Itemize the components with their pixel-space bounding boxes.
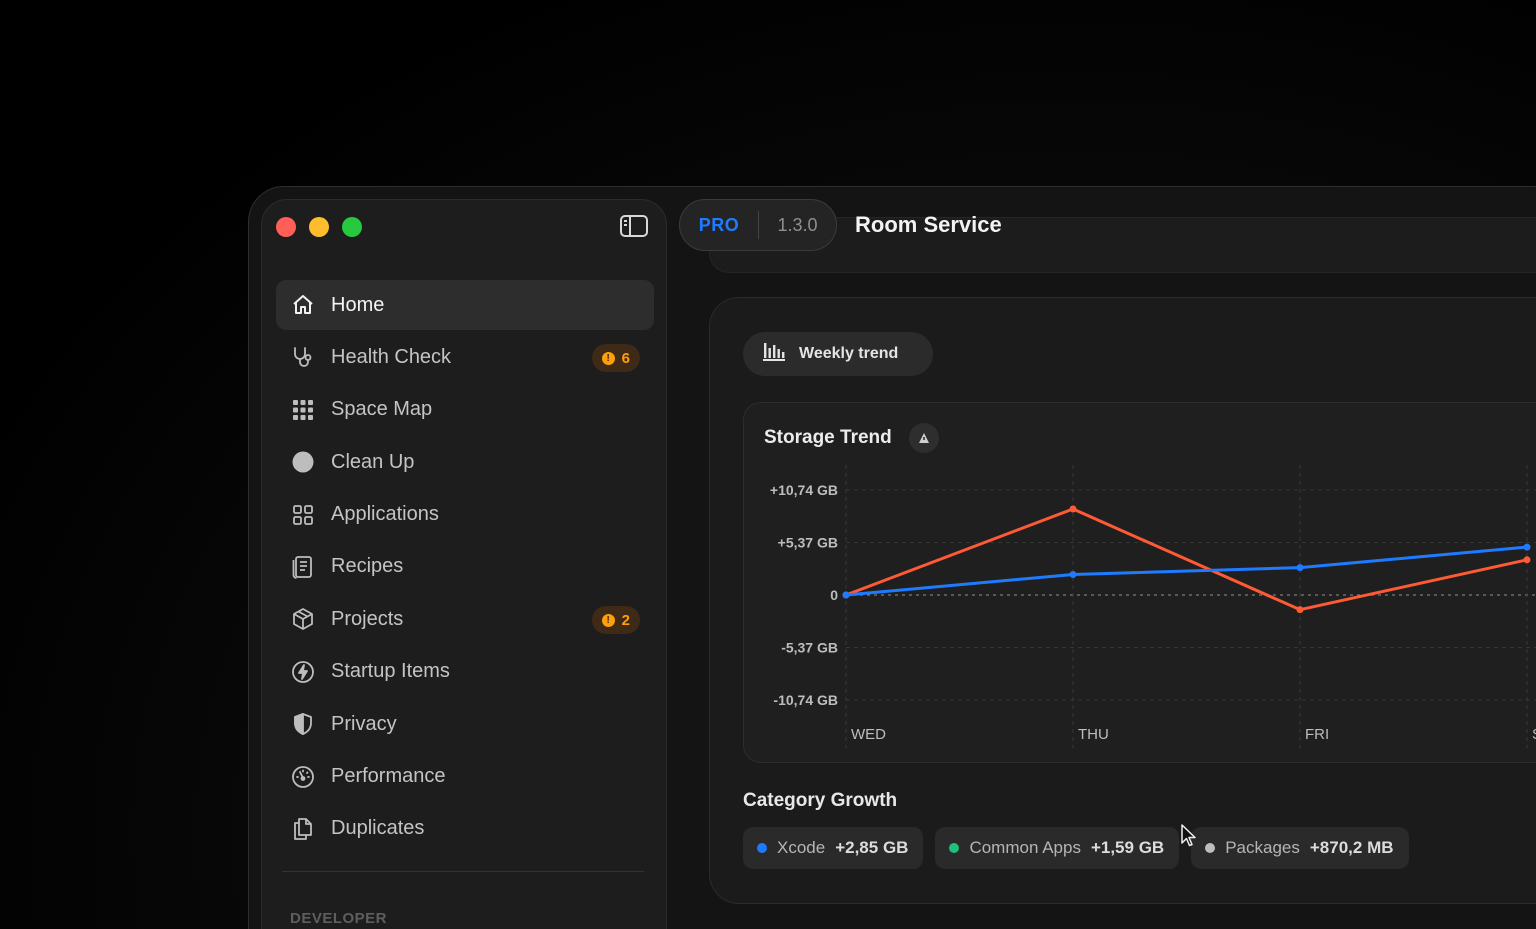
version-label: 1.3.0 bbox=[777, 214, 818, 235]
shield-icon bbox=[290, 711, 316, 737]
warning-icon: ! bbox=[601, 351, 615, 365]
x-tick-label: FRI bbox=[1305, 726, 1329, 743]
category-value: +1,59 GB bbox=[1090, 838, 1165, 857]
sidebar-item-label: Home bbox=[331, 293, 385, 316]
circle-icon bbox=[290, 449, 316, 475]
data-point bbox=[1069, 505, 1077, 513]
y-tick-label: +10,74 GB bbox=[770, 482, 838, 498]
sidebar-item-privacy[interactable]: Privacy bbox=[276, 699, 654, 749]
legend-dot bbox=[949, 843, 960, 853]
category-chips: Xcode +2,85 GB Common Apps +1,59 GB Pack… bbox=[743, 827, 1409, 869]
document-icon bbox=[290, 554, 316, 580]
sidebar-section-developer: DEVELOPER bbox=[290, 910, 388, 927]
category-chip-packages[interactable]: Packages +870,2 MB bbox=[1191, 827, 1409, 869]
x-tick-label: SAT bbox=[1532, 726, 1536, 743]
zoom-window-button[interactable] bbox=[342, 217, 362, 237]
projects-badge: ! 2 bbox=[591, 606, 640, 635]
top-card bbox=[709, 217, 1536, 273]
line-chart: +10,74 GB +5,37 GB 0 -5,37 GB -10,74 GB WED TH… bbox=[770, 465, 1536, 748]
sidebar-item-label: Duplicates bbox=[331, 817, 425, 840]
stethoscope-icon bbox=[290, 344, 316, 370]
version-pill: PRO 1.3.0 bbox=[679, 199, 837, 251]
category-name: Packages bbox=[1225, 838, 1300, 857]
sidebar-item-label: Health Check bbox=[331, 345, 452, 368]
page-title: Room Service bbox=[855, 212, 1002, 237]
series-line-1 bbox=[844, 545, 1529, 597]
sidebar-item-projects[interactable]: Projects ! 2 bbox=[276, 594, 654, 644]
category-growth-title: Category Growth bbox=[743, 790, 898, 811]
duplicate-files-icon bbox=[290, 816, 316, 842]
category-chip-xcode[interactable]: Xcode +2,85 GB bbox=[743, 827, 924, 869]
minimize-window-button[interactable] bbox=[309, 217, 329, 237]
pro-badge: PRO bbox=[698, 214, 740, 235]
y-tick-label: -5,37 GB bbox=[781, 640, 838, 656]
chart-title: Storage Trend bbox=[764, 427, 892, 448]
bolt-circle-icon bbox=[290, 659, 316, 685]
sidebar-item-recipes[interactable]: Recipes bbox=[276, 542, 654, 592]
mouse-cursor-icon bbox=[1181, 824, 1196, 847]
sidebar-item-health-check[interactable]: Health Check ! 6 bbox=[276, 332, 654, 382]
bar-chart-icon bbox=[763, 342, 785, 366]
house-icon bbox=[290, 292, 316, 318]
legend-dot bbox=[757, 843, 767, 853]
x-tick-label: THU bbox=[1078, 726, 1109, 743]
warning-icon: ! bbox=[601, 613, 615, 627]
legend-dot bbox=[1205, 843, 1216, 853]
close-window-button[interactable] bbox=[276, 217, 296, 237]
data-point bbox=[1296, 606, 1304, 614]
data-point bbox=[1069, 570, 1077, 578]
sidebar-item-label: Space Map bbox=[331, 398, 433, 421]
package-box-icon bbox=[290, 606, 316, 632]
data-point bbox=[1296, 564, 1304, 572]
sidebar-nav: Home Health Check ! 6 Space Map Clean Up bbox=[276, 280, 654, 856]
sidebar-item-label: Applications bbox=[331, 503, 439, 526]
data-point bbox=[1523, 556, 1531, 564]
sidebar-item-home[interactable]: Home bbox=[276, 280, 654, 330]
apps-grid-icon bbox=[290, 502, 316, 528]
grid-dots-icon bbox=[290, 397, 316, 423]
category-name: Xcode bbox=[777, 838, 826, 857]
sidebar-item-duplicates[interactable]: Duplicates bbox=[276, 804, 654, 854]
category-name: Common Apps bbox=[969, 838, 1081, 857]
sidebar-divider bbox=[282, 871, 644, 872]
y-tick-label: 0 bbox=[830, 587, 838, 603]
sidebar-toggle-icon[interactable] bbox=[620, 215, 648, 237]
sidebar-item-performance[interactable]: Performance bbox=[276, 752, 654, 802]
sidebar-item-label: Projects bbox=[331, 607, 404, 630]
health-check-badge: ! 6 bbox=[591, 344, 640, 373]
sidebar-item-applications[interactable]: Applications bbox=[276, 490, 654, 540]
category-value: +2,85 GB bbox=[835, 838, 909, 857]
category-value: +870,2 MB bbox=[1309, 838, 1394, 857]
storage-trend-chart: +10,74 GB +5,37 GB 0 -5,37 GB -10,74 GB WED TH… bbox=[743, 402, 1536, 763]
sidebar-item-label: Privacy bbox=[331, 712, 397, 735]
series-line-0 bbox=[844, 507, 1529, 612]
weekly-trend-button[interactable]: Weekly trend bbox=[743, 332, 933, 376]
sidebar-item-startup-items[interactable]: Startup Items bbox=[276, 647, 654, 697]
gauge-icon bbox=[290, 764, 316, 790]
y-tick-label: +5,37 GB bbox=[778, 535, 838, 551]
category-chip-common-apps[interactable]: Common Apps +1,59 GB bbox=[935, 827, 1180, 869]
x-tick-label: WED bbox=[851, 726, 886, 743]
data-point bbox=[842, 591, 850, 599]
storage-card: Weekly trend +10,74 GB +5,37 GB 0 -5,37 GB -… bbox=[709, 297, 1536, 904]
pill-divider bbox=[758, 211, 759, 239]
weekly-trend-label: Weekly trend bbox=[799, 345, 899, 362]
triangle-warning-icon bbox=[919, 433, 929, 443]
sidebar-item-clean-up[interactable]: Clean Up bbox=[276, 437, 654, 487]
y-tick-label: -10,74 GB bbox=[773, 692, 838, 708]
chart-info-button[interactable] bbox=[909, 423, 939, 453]
sidebar-item-label: Recipes bbox=[331, 555, 404, 578]
sidebar: Home Health Check ! 6 Space Map Clean Up bbox=[261, 199, 667, 929]
sidebar-item-space-map[interactable]: Space Map bbox=[276, 385, 654, 435]
app-window: Home Health Check ! 6 Space Map Clean Up bbox=[248, 186, 1536, 929]
sidebar-item-label: Performance bbox=[331, 765, 446, 788]
sidebar-item-label: Clean Up bbox=[331, 450, 415, 473]
window-controls bbox=[276, 217, 362, 237]
sidebar-item-label: Startup Items bbox=[331, 660, 450, 683]
data-point bbox=[1523, 543, 1531, 551]
